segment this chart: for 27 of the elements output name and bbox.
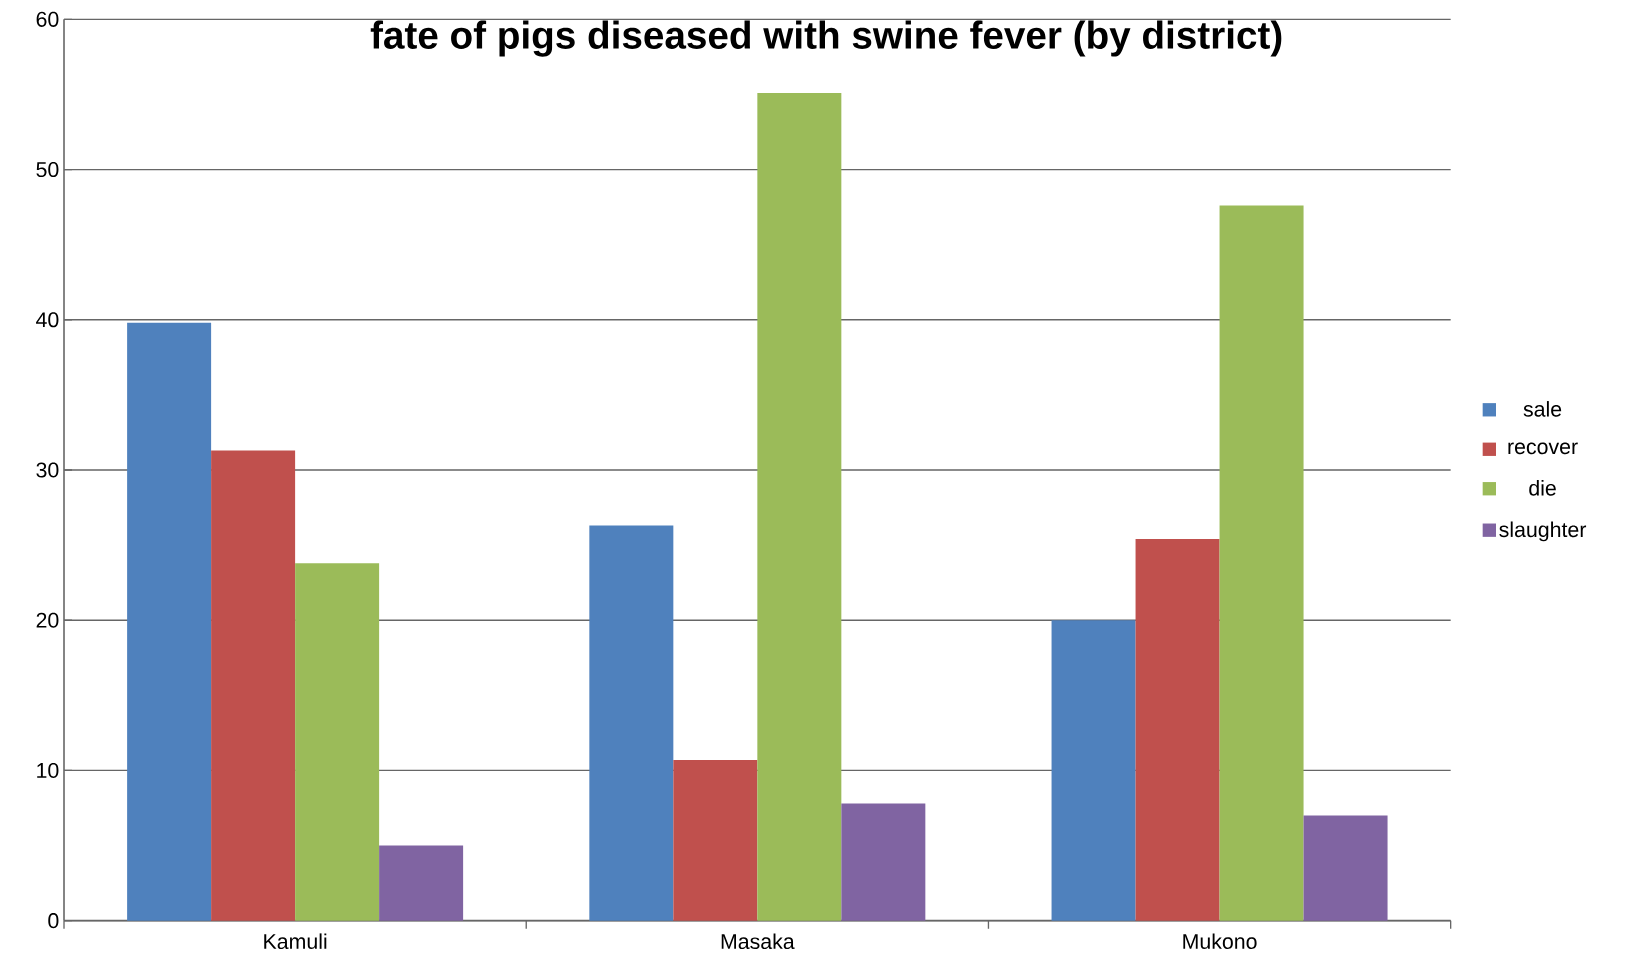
bar bbox=[295, 563, 380, 921]
y-tick-label: 60 bbox=[36, 11, 59, 28]
x-tick-label: Masaka bbox=[721, 933, 795, 950]
y-tick-label: 0 bbox=[48, 913, 59, 929]
x-tick-label: Mukono bbox=[1183, 933, 1257, 950]
bar bbox=[673, 760, 758, 921]
legend-label: die bbox=[1529, 480, 1556, 496]
bar bbox=[1051, 620, 1136, 921]
y-tick-label: 10 bbox=[37, 763, 59, 779]
legend-label: recover bbox=[1508, 442, 1578, 455]
bar bbox=[379, 845, 464, 921]
bar bbox=[127, 322, 212, 921]
legend-label: sale bbox=[1523, 401, 1562, 417]
bar bbox=[1135, 539, 1220, 921]
y-tick-label: 30 bbox=[36, 462, 59, 478]
y-tick-label: 50 bbox=[36, 162, 59, 178]
bar bbox=[757, 93, 842, 921]
bar bbox=[841, 803, 926, 921]
y-tick-label: 20 bbox=[36, 612, 59, 628]
legend-label: slaughter bbox=[1499, 521, 1587, 542]
y-tick-label: 40 bbox=[36, 312, 59, 328]
bar bbox=[589, 525, 674, 921]
chart-title: fate of pigs diseased with swine fever (by district) bbox=[370, 20, 1282, 57]
x-tick-label: Kamuli bbox=[264, 933, 327, 950]
bar bbox=[211, 450, 296, 921]
bar bbox=[1219, 205, 1304, 921]
bar bbox=[1303, 815, 1388, 921]
